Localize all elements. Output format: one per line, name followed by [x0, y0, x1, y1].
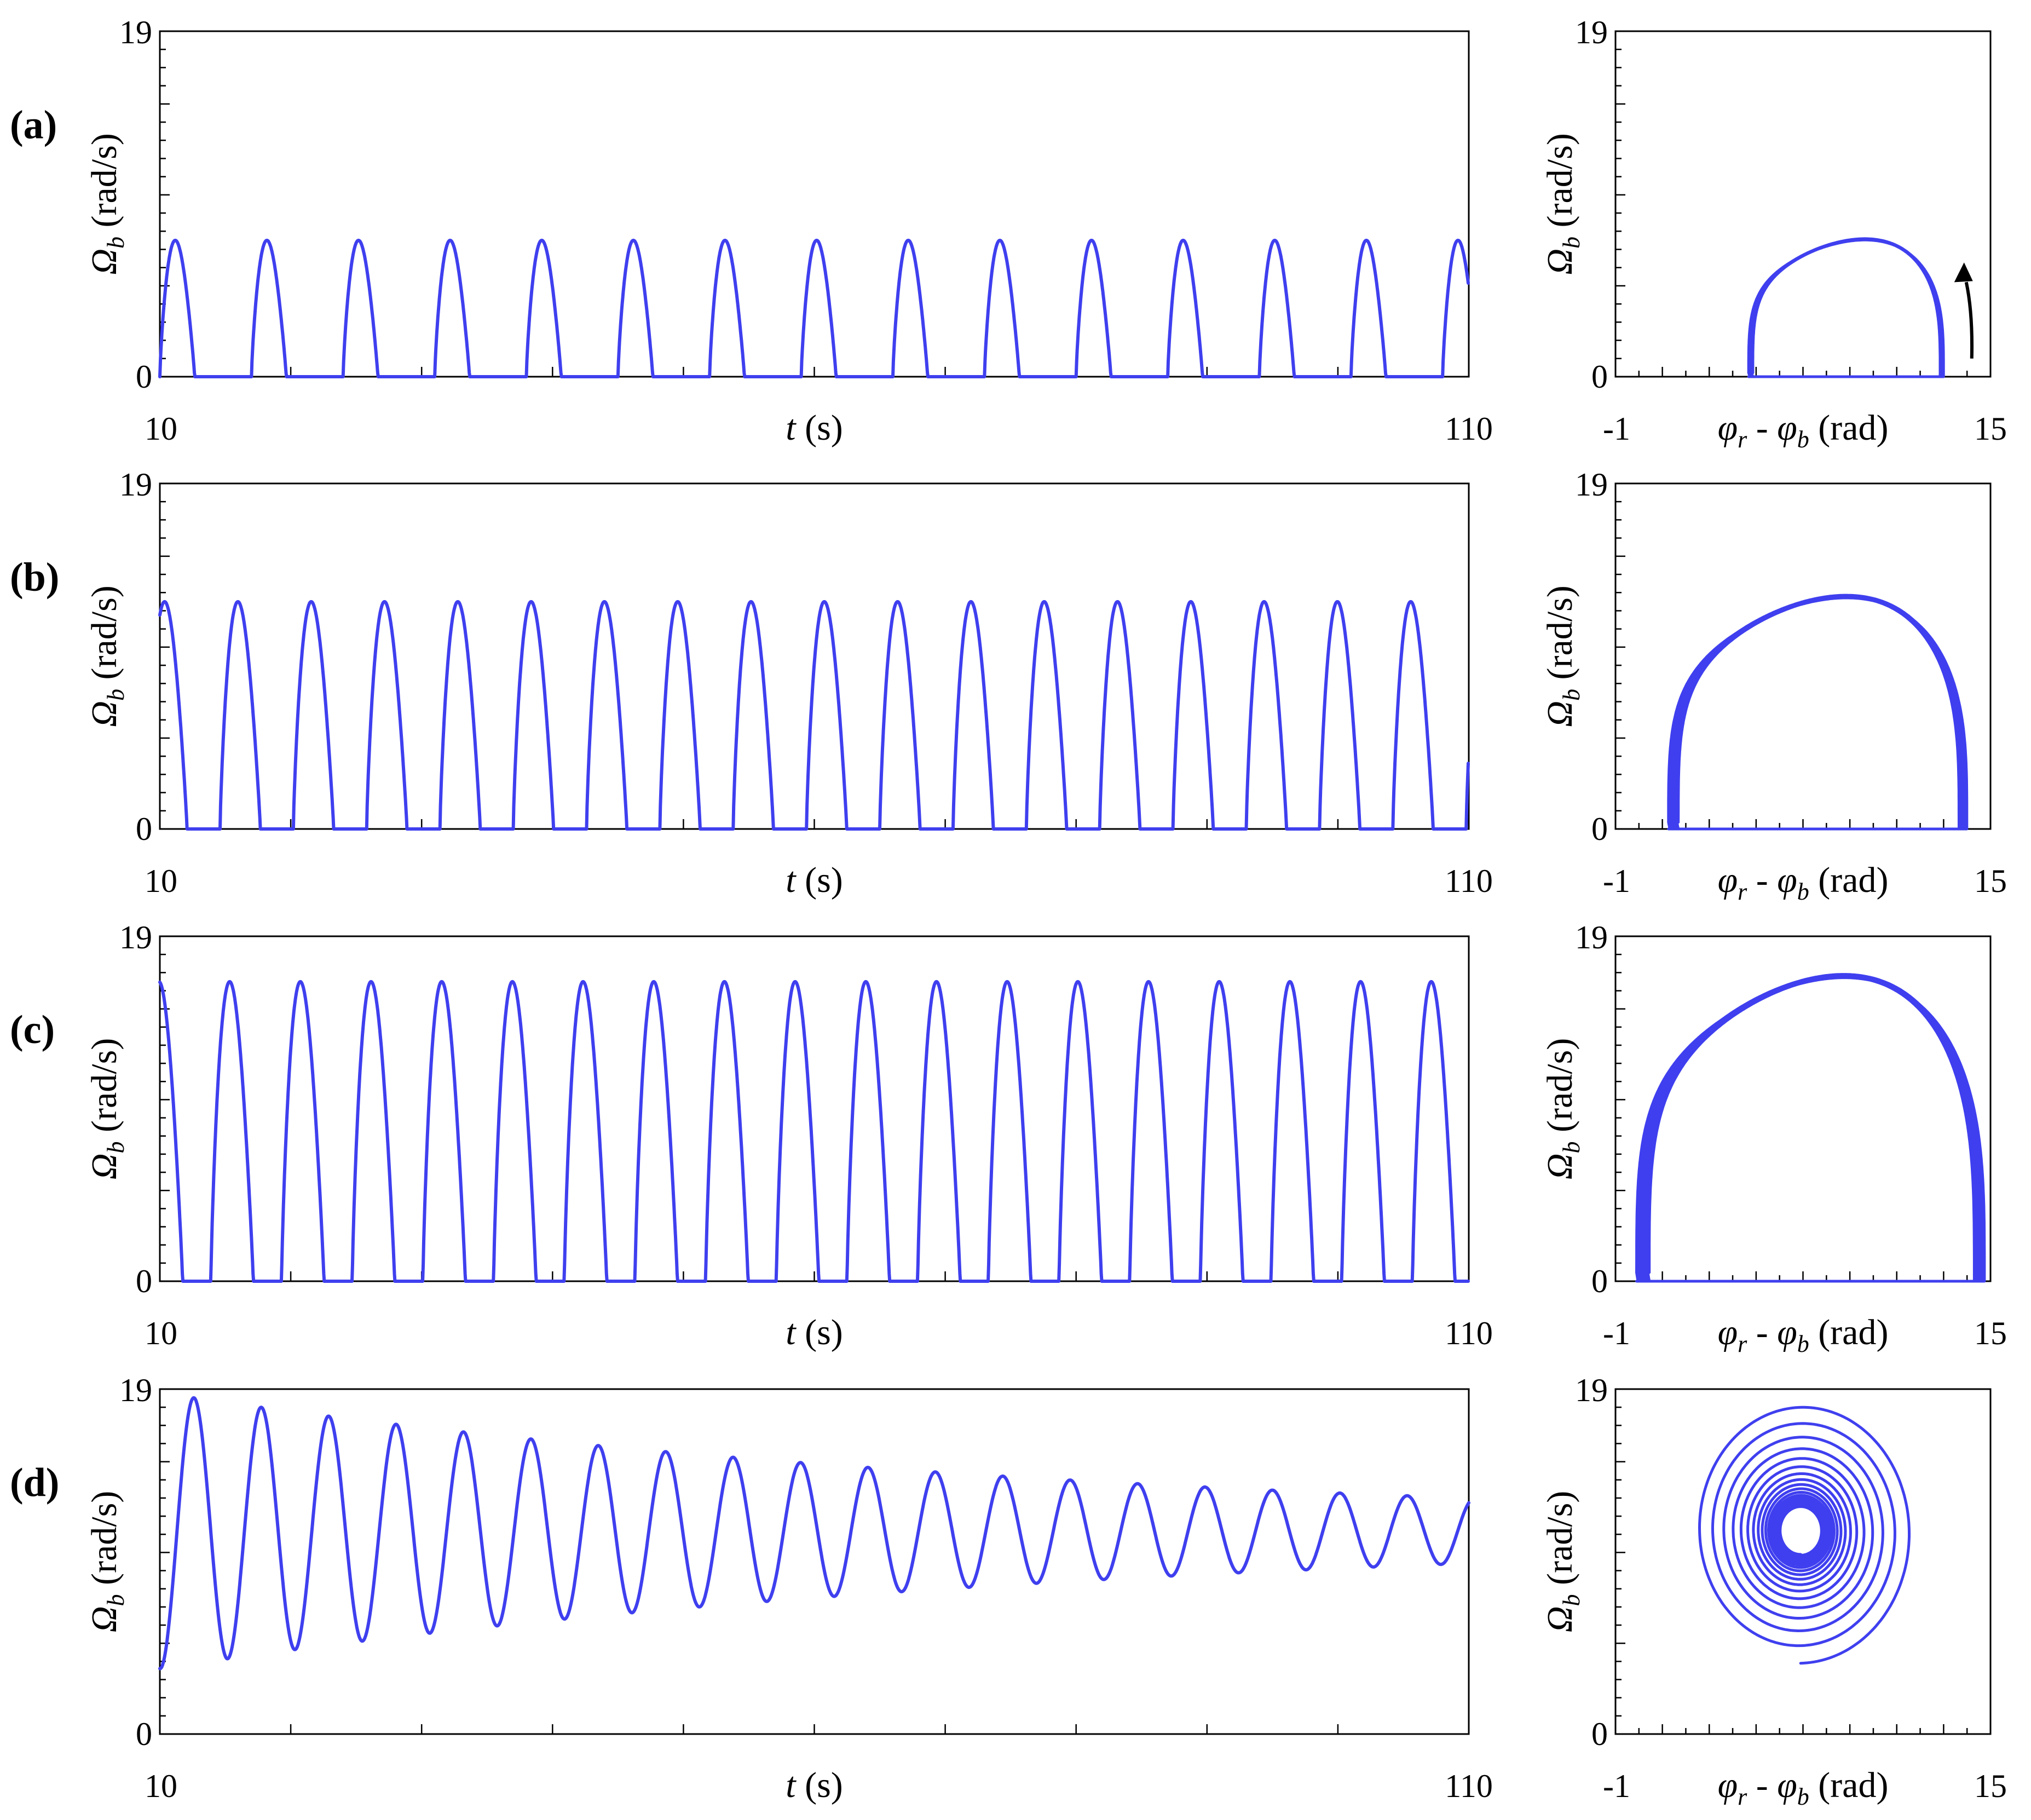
panel-c-letter: (c) — [10, 1007, 55, 1052]
panel-a-time-plot-frame — [159, 30, 1470, 378]
panel-a-time-x-tick-label-min: 10 — [145, 411, 177, 447]
panel-a-phase-plot-frame — [1614, 30, 1992, 378]
panel-b-phase-y-tick-label-max: 19 — [1575, 466, 1608, 503]
panel-d-phase-y-axis-label: Ωb (rad/s) — [1540, 1491, 1585, 1633]
panel-c-phase-axes: 0 19 -1 15 φr - φb (rad) Ωb (rad/s) — [1540, 919, 2007, 1357]
panel-d-time-y-tick-label-max: 19 — [119, 1372, 152, 1408]
panel-c-phase-y-tick-label-max: 19 — [1575, 919, 1608, 955]
panel-c-time-y-tick-label-min: 0 — [136, 1263, 152, 1299]
panel-d-time-plot-frame — [159, 1388, 1470, 1735]
panel-c-time-y-tick-label-max: 19 — [119, 919, 152, 955]
panel-b-time-x-axis-label: t (s) — [786, 860, 843, 900]
panel-d-time-x-tick-label-max: 110 — [1445, 1768, 1493, 1804]
panel-b-phase-orbit-line — [1667, 594, 1969, 831]
panel-a-time-y-axis-label: Ωb (rad/s) — [84, 133, 129, 275]
panel-a-time-axes: 0 19 10 110 t (s) Ωb (rad/s) — [84, 14, 1493, 448]
panel-b-time-x-tick-label-max: 110 — [1445, 863, 1493, 899]
panel-a-phase-y-tick-label-min: 0 — [1591, 359, 1608, 395]
panel-c-phase-x-axis-label: φr - φb (rad) — [1718, 1312, 1889, 1357]
panel-d-time-series-line — [158, 1396, 1470, 1671]
panel-c-time-x-tick-label-min: 10 — [145, 1315, 177, 1351]
panel-c-phase-plot-frame — [1614, 935, 1992, 1282]
panel-d-time-axes: 0 19 10 110 t (s) Ωb (rad/s) — [84, 1372, 1493, 1805]
panel-b-phase-y-tick-label-min: 0 — [1591, 811, 1608, 847]
panel-d-time-y-axis-label: Ωb (rad/s) — [84, 1491, 129, 1633]
panel-b-phase-y-axis-label: Ωb (rad/s) — [1540, 585, 1585, 727]
panel-c-phase-orbit-line — [1635, 973, 1986, 1283]
panel-c-phase-x-tick-label-min: -1 — [1603, 1315, 1630, 1351]
panel-b-phase-x-axis-label: φr - φb (rad) — [1718, 860, 1889, 905]
panel-a-phase-y-axis-label: Ωb (rad/s) — [1540, 133, 1585, 275]
panel-d-time-y-tick-label-min: 0 — [136, 1716, 152, 1752]
panel-a-time-series-line — [158, 239, 1470, 378]
panel-a-time-x-axis-label: t (s) — [786, 408, 843, 448]
panel-d-time-x-axis-label: t (s) — [786, 1765, 843, 1805]
panel-d-phase-y-tick-label-max: 19 — [1575, 1372, 1608, 1408]
panel-d-phase-x-tick-label-max: 15 — [1974, 1768, 2007, 1804]
panel-b-phase-x-tick-label-min: -1 — [1603, 863, 1630, 899]
panel-c-phase-y-axis-label: Ωb (rad/s) — [1540, 1038, 1585, 1180]
panel-a-phase-orbit-line — [1747, 237, 1945, 378]
panel-c-phase-y-tick-label-min: 0 — [1591, 1263, 1608, 1299]
panel-a-phase-x-tick-label-min: -1 — [1603, 411, 1630, 447]
panel-b-time-series-line — [158, 600, 1470, 831]
panel-d-phase-y-tick-label-min: 0 — [1591, 1716, 1608, 1752]
panel-c-time-x-axis-label: t (s) — [786, 1312, 843, 1352]
panel-c-time-axes: 0 19 10 110 t (s) Ωb (rad/s) — [84, 919, 1493, 1352]
panel-b-letter: (b) — [10, 555, 59, 600]
panel-d-letter: (d) — [10, 1460, 59, 1505]
panel-c-time-y-axis-label: Ωb (rad/s) — [84, 1038, 129, 1180]
panel-b-time-y-axis-label: Ωb (rad/s) — [84, 585, 129, 727]
panel-d-phase-x-axis-label: φr - φb (rad) — [1718, 1765, 1889, 1810]
panel-b-phase-axes: 0 19 -1 15 φr - φb (rad) Ωb (rad/s) — [1540, 466, 2007, 905]
panel-b-time-y-tick-label-min: 0 — [136, 811, 152, 847]
panel-a-phase-x-tick-label-max: 15 — [1974, 411, 2007, 447]
panel-b-phase-x-tick-label-max: 15 — [1974, 863, 2007, 899]
panel-a-letter: (a) — [10, 103, 57, 148]
panel-d-phase-spiral-line — [1698, 1406, 1911, 1665]
panel-c-time-x-tick-label-max: 110 — [1445, 1315, 1493, 1351]
panel-b-time-y-tick-label-max: 19 — [119, 466, 152, 503]
panel-a-time-y-tick-label-min: 0 — [136, 359, 152, 395]
arrow-head-icon — [1954, 262, 1973, 283]
panel-d-phase-axes: 0 19 -1 15 φr - φb (rad) Ωb (rad/s) — [1540, 1372, 2007, 1810]
panel-a-time-y-tick-label-max: 19 — [119, 14, 152, 50]
panel-b-time-axes: 0 19 10 110 t (s) Ωb (rad/s) — [84, 466, 1493, 900]
panel-b-time-x-tick-label-min: 10 — [145, 863, 177, 899]
panel-a-phase-x-axis-label: φr - φb (rad) — [1718, 408, 1889, 453]
panel-d-phase-x-tick-label-min: -1 — [1603, 1768, 1630, 1804]
arrow-up-icon — [1964, 281, 1974, 359]
panel-a-time-x-tick-label-max: 110 — [1445, 411, 1493, 447]
panel-a-phase-axes: 0 19 -1 15 φr - φb (rad) Ωb (rad/s) — [1540, 14, 2007, 453]
panel-d-time-x-tick-label-min: 10 — [145, 1768, 177, 1804]
panel-c-phase-x-tick-label-max: 15 — [1974, 1315, 2007, 1351]
panel-c-time-series-line — [158, 980, 1470, 1283]
panel-a-phase-y-tick-label-max: 19 — [1575, 14, 1608, 50]
